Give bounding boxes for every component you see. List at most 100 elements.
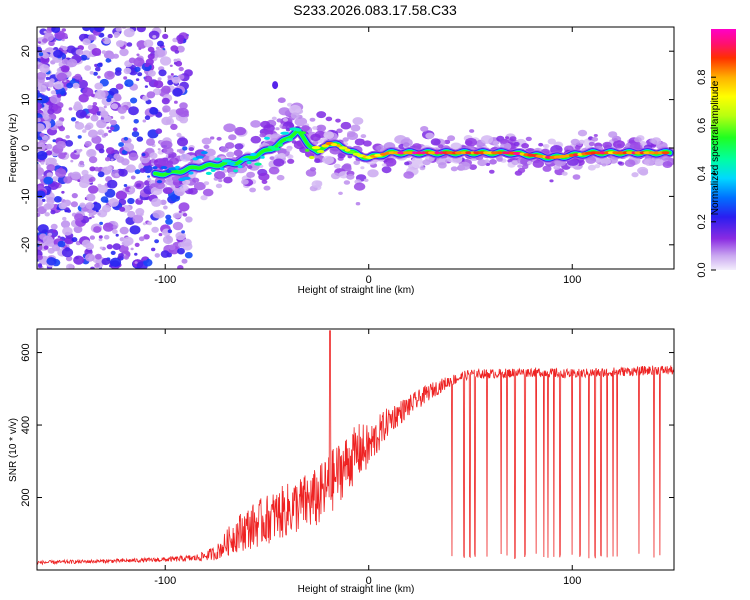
noise-blob — [37, 166, 45, 176]
noise-blob — [127, 210, 136, 218]
halo-blob — [637, 166, 649, 175]
noise-blob — [74, 73, 82, 80]
halo-blob — [489, 169, 495, 174]
noise-blob — [138, 47, 142, 50]
halo-blob — [572, 174, 581, 180]
noise-blob — [39, 132, 45, 137]
noise-blob — [144, 85, 148, 88]
noise-blob — [50, 223, 58, 230]
halo-blob — [617, 161, 623, 165]
snr-y-label: SNR (10 * v/v) — [8, 418, 19, 482]
noise-blob — [88, 156, 98, 164]
noise-blob — [162, 33, 169, 40]
halo-blob — [438, 144, 444, 149]
noise-blob — [94, 166, 100, 172]
halo-blob — [430, 138, 441, 146]
noise-blob — [87, 129, 98, 138]
halo-blob — [425, 132, 435, 139]
ridge-spot — [254, 162, 262, 166]
noise-blob — [149, 107, 159, 115]
ridge-spot — [239, 157, 250, 161]
halo-blob — [312, 126, 318, 130]
halo-blob — [651, 137, 662, 145]
ridge-spot — [205, 171, 212, 175]
halo-blob — [574, 145, 581, 150]
halo-blob — [246, 171, 256, 178]
noise-blob — [128, 106, 139, 116]
noise-blob — [118, 244, 129, 254]
noise-blob — [142, 119, 147, 123]
noise-blob — [80, 54, 88, 61]
noise-blob — [53, 81, 64, 90]
ridge-spot — [572, 153, 580, 157]
halo-blob — [275, 127, 280, 131]
noise-blob — [162, 235, 174, 244]
noise-blob — [93, 71, 98, 76]
noise-blob — [81, 239, 91, 248]
halo-blob — [591, 137, 599, 142]
noise-blob — [104, 188, 116, 198]
halo-blob — [517, 167, 526, 173]
noise-blob — [94, 82, 103, 90]
noise-blob — [174, 100, 178, 104]
noise-blob — [79, 202, 86, 208]
ridge-spot — [616, 151, 626, 155]
halo-blob — [644, 158, 655, 167]
noise-blob — [128, 57, 136, 64]
noise-blob — [173, 58, 178, 63]
ridge-spot — [661, 151, 670, 155]
noise-blob — [103, 115, 112, 123]
halo-blob — [450, 166, 458, 172]
halo-blob — [285, 128, 291, 132]
halo-blob — [367, 169, 379, 178]
noise-blob — [105, 157, 111, 162]
noise-blob — [37, 61, 40, 65]
noise-blob — [43, 30, 47, 34]
noise-blob — [83, 173, 90, 179]
noise-blob — [81, 164, 85, 168]
colorbar-tick-label: 0.6 — [696, 118, 708, 133]
noise-blob — [152, 35, 157, 39]
halo-blob — [309, 167, 317, 172]
noise-blob — [96, 62, 103, 68]
halo-blob — [200, 195, 208, 201]
noise-blob — [126, 42, 133, 47]
noise-blob — [151, 247, 156, 252]
halo-blob — [225, 142, 235, 149]
colorbar-gradient — [711, 29, 736, 270]
noise-blob — [181, 230, 186, 234]
noise-blob — [99, 246, 104, 250]
noise-blob — [178, 66, 184, 72]
halo-blob — [577, 129, 588, 137]
noise-blob — [106, 147, 115, 155]
halo-blob — [353, 160, 361, 166]
noise-blob — [138, 236, 145, 242]
noise-blob — [153, 80, 164, 89]
halo-blob — [215, 183, 223, 189]
noise-blob — [82, 129, 87, 133]
halo-blob — [527, 161, 533, 165]
halo-blob — [249, 187, 256, 193]
halo-blob — [288, 104, 302, 114]
noise-blob — [102, 37, 111, 45]
noise-blob — [37, 136, 43, 141]
noise-blob — [110, 158, 114, 161]
halo-blob — [179, 184, 189, 192]
noise-blob — [143, 39, 154, 48]
halo-blob — [218, 178, 223, 183]
noise-blob — [152, 88, 162, 96]
x-tick-label: -100 — [154, 274, 176, 286]
noise-blob — [114, 172, 120, 177]
halo-blob — [193, 182, 206, 191]
noise-blob — [57, 235, 61, 238]
noise-blob — [92, 102, 98, 106]
noise-blob — [56, 140, 66, 150]
snr-series — [36, 330, 675, 566]
noise-blob — [46, 172, 53, 178]
noise-blob — [136, 53, 140, 57]
noise-blob — [39, 64, 50, 73]
halo-blob — [363, 140, 372, 147]
noise-blob — [104, 70, 115, 80]
noise-blob — [66, 82, 73, 89]
ridge-spot — [214, 157, 221, 161]
